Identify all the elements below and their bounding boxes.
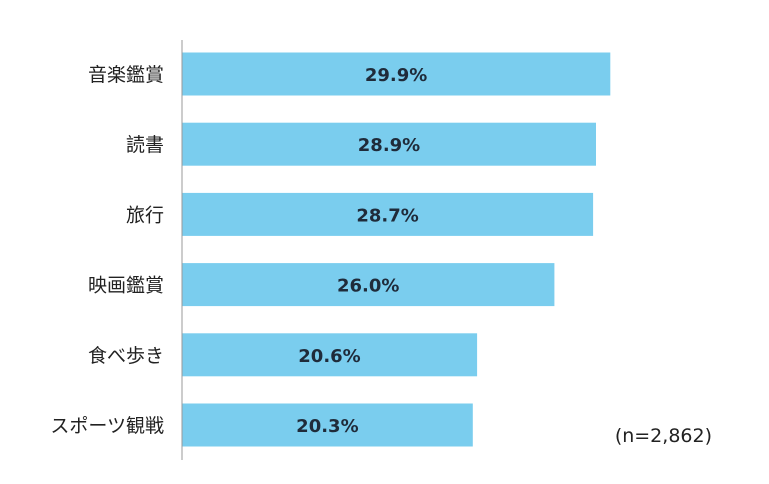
- bar: [182, 403, 473, 447]
- bars-layer: 29.9% 28.9% 28.7% 26.0% 20.6% 20.3%: [182, 52, 611, 447]
- bar: [182, 192, 594, 236]
- bar-value-label: 20.6%: [298, 346, 360, 367]
- category-label: 読書: [126, 134, 164, 156]
- bar-value-label: 28.9%: [358, 135, 420, 156]
- bar: [182, 263, 555, 307]
- bar: [182, 333, 478, 377]
- category-label: 旅行: [126, 204, 164, 226]
- category-label: 食べ歩き: [88, 345, 164, 367]
- bar: [182, 52, 611, 96]
- bar: [182, 122, 596, 166]
- category-label: 映画鑑賞: [88, 275, 164, 297]
- bar-value-label: 29.9%: [365, 65, 427, 86]
- bar-value-label: 26.0%: [337, 276, 399, 297]
- category-label: 音楽鑑賞: [88, 64, 164, 86]
- bar-value-label: 20.3%: [296, 416, 358, 437]
- bar-value-label: 28.7%: [356, 205, 418, 226]
- sample-size-note: (n=2,862): [615, 425, 712, 447]
- category-label: スポーツ観戦: [50, 415, 164, 437]
